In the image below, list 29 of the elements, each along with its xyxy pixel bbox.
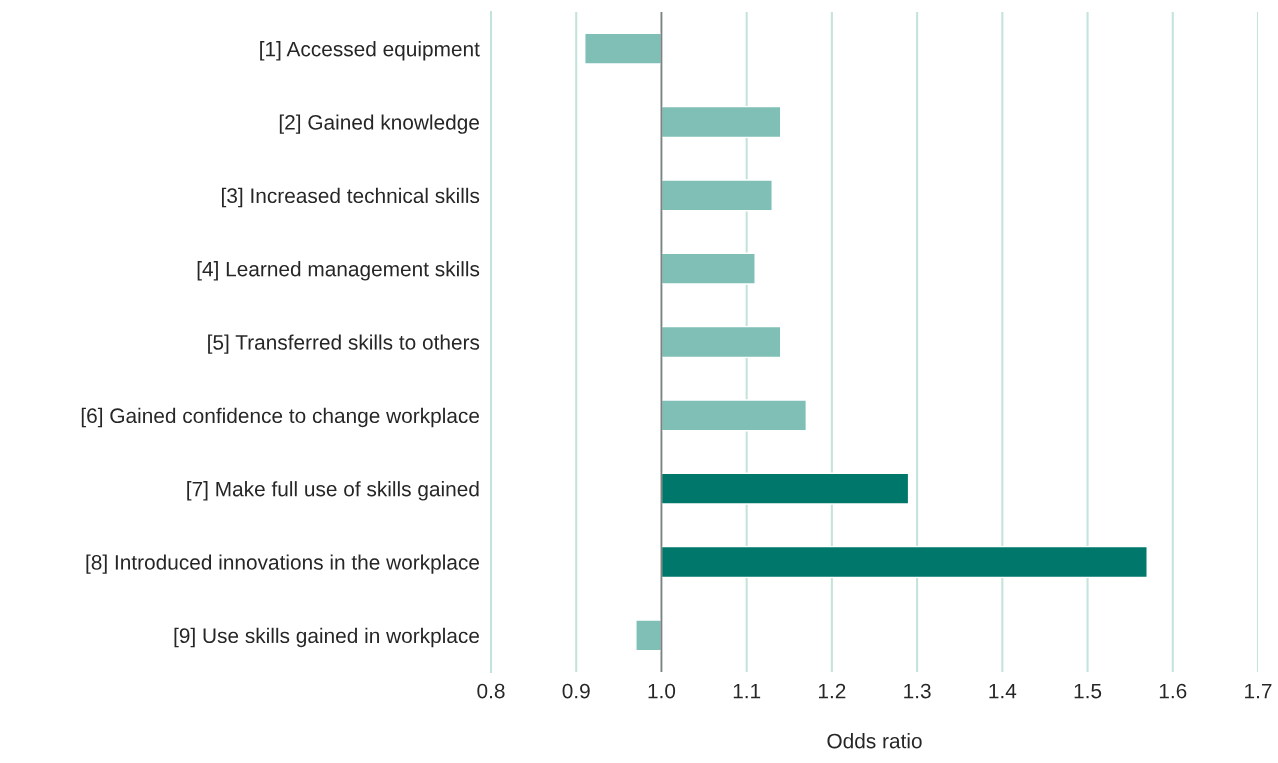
y-tick-label: [1] Accessed equipment bbox=[260, 41, 480, 61]
y-tick-label: [9] Use skills gained in workplace bbox=[174, 627, 479, 648]
bar bbox=[660, 472, 910, 505]
bar bbox=[660, 252, 756, 285]
y-tick-label: [3] Increased technical skills bbox=[222, 187, 480, 208]
x-tick-label: 1.2 bbox=[819, 683, 846, 699]
y-tick-label: [5] Transferred skills to others bbox=[208, 334, 480, 354]
bar bbox=[660, 179, 773, 212]
x-tick-label: 1.3 bbox=[904, 683, 931, 699]
bar bbox=[660, 545, 1148, 579]
x-tick-label: 0.8 bbox=[477, 683, 505, 699]
bar bbox=[635, 619, 663, 652]
y-tick-label: [2] Gained knowledge bbox=[279, 114, 479, 134]
x-tick-label: 0.9 bbox=[562, 683, 590, 699]
bar bbox=[660, 105, 782, 139]
x-tick-label: 1.6 bbox=[1159, 683, 1187, 699]
x-axis-title: Odds ratio bbox=[827, 733, 922, 749]
x-tick-label: 1.5 bbox=[1074, 683, 1102, 699]
x-tick-label: 1.7 bbox=[1245, 683, 1272, 699]
bar bbox=[584, 32, 663, 65]
y-tick-label: [4] Learned management skills bbox=[197, 261, 480, 281]
x-tick-label: 1.4 bbox=[989, 683, 1017, 699]
y-tick-label: [7] Make full use of skills gained bbox=[187, 481, 479, 501]
x-tick-label: 1.1 bbox=[733, 683, 761, 699]
bar bbox=[660, 399, 808, 432]
x-tick-label: 1.0 bbox=[648, 683, 676, 699]
bar bbox=[660, 325, 782, 359]
y-tick-label: [8] Introduced innovations in the workplace bbox=[86, 554, 479, 574]
y-tick-label: [6] Gained confidence to change workplace bbox=[81, 407, 479, 428]
